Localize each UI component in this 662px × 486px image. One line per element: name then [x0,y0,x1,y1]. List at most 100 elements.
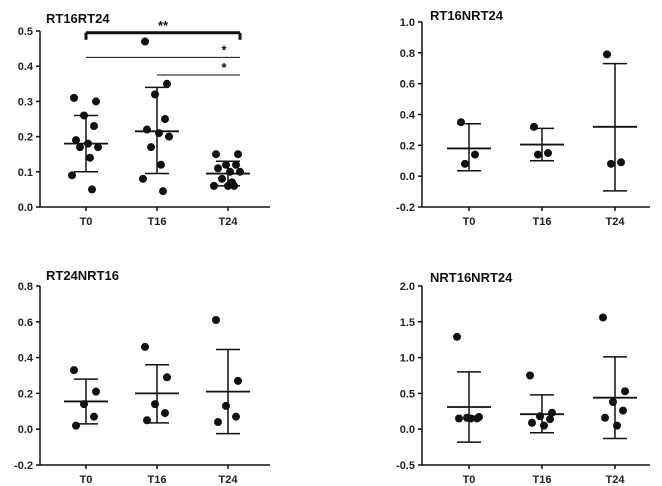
group-t0 [64,93,108,194]
x-tick-label: T16 [148,474,167,486]
data-point [90,122,98,131]
data-point [473,414,481,423]
group-t24 [206,316,250,435]
y-tick-label: 0.8 [400,48,415,60]
significance-bracket: ** [84,18,242,40]
x-tick-label: T24 [606,216,626,228]
data-point [212,316,220,325]
y-tick-label: 0.0 [400,424,415,436]
data-point [534,150,542,159]
data-point [92,97,100,106]
y-tick-label: 1.0 [400,17,415,29]
data-point [210,181,218,190]
data-groups [447,313,637,443]
y-ticks: -0.2 0.0 0.2 0.4 0.6 0.8 1.0 [396,17,422,214]
data-point [157,160,165,169]
data-point [88,185,96,194]
data-point [161,409,169,418]
data-point [141,342,149,351]
y-tick-label: 0.2 [18,388,33,400]
data-point [467,414,475,423]
y-tick-label: 0.2 [400,140,415,152]
panel-rt24nrt16: RT24NRT16 -0.2 0.0 0.2 0.4 0.6 0.8 T0 T16 T24 [14,268,270,486]
data-point [161,115,169,123]
data-point [461,159,469,168]
data-point [230,181,238,190]
data-point [70,93,78,102]
data-point [609,397,617,406]
group-t16 [135,342,179,425]
significance-label: * [221,42,227,57]
significance-label: * [221,60,227,75]
data-point [212,150,220,159]
y-tick-label: 0.6 [18,317,33,329]
group-t24 [593,50,637,192]
panel-rt16rt24: RT16RT24 0.00.10.20.30.40.5 T0 T16 T24 ***… [18,11,270,228]
data-point [80,111,88,120]
y-ticks: -0.5 0.0 0.5 1.0 1.5 2.0 [396,281,422,472]
data-point [232,160,240,169]
data-point [619,406,627,415]
data-point [617,158,625,167]
group-t16 [520,122,564,162]
panel-rt16nrt24: RT16NRT24 -0.2 0.0 0.2 0.4 0.6 0.8 1.0 T0 T16 T2… [396,8,650,228]
x-tick-label: T24 [606,474,626,486]
data-point [70,366,78,375]
data-point [218,174,226,183]
group-t0 [64,366,108,430]
data-point [141,37,149,46]
data-point [147,143,155,152]
data-point [163,373,171,382]
group-t16 [135,37,179,196]
x-tick-label: T0 [80,216,93,228]
y-tick-label: 0.8 [18,281,33,293]
y-ticks: -0.2 0.0 0.2 0.4 0.6 0.8 [14,281,40,472]
data-point [471,150,479,159]
y-tick-label: -0.2 [14,460,33,472]
y-tick-label: 0.2 [18,132,33,144]
data-point [232,412,240,421]
data-point [214,418,222,427]
y-tick-label: -0.5 [396,460,415,472]
y-tick-label: 1.5 [400,317,415,329]
x-ticks: T0 T16 T24 [463,465,626,486]
data-point [226,167,234,176]
x-tick-label: T0 [80,474,93,486]
data-point [151,90,159,99]
data-point [222,160,230,169]
panel-nrt16nrt24: NRT16NRT24 -0.5 0.0 0.5 1.0 1.5 2.0 T0 T16 T24 [396,270,650,486]
x-tick-label: T16 [148,216,167,228]
data-point [139,174,147,183]
x-ticks: T0 T16 T24 [80,207,238,228]
data-point [143,125,151,134]
panel-title: NRT16NRT24 [430,270,513,285]
data-point [163,79,171,88]
y-tick-label: 0.0 [18,424,33,436]
y-tick-label: 0.5 [400,388,415,400]
x-ticks: T0 T16 T24 [463,207,626,228]
data-point [453,332,461,341]
y-tick-label: 0.0 [18,202,33,214]
data-point [546,415,554,424]
y-tick-label: 0.4 [400,110,416,122]
data-point [86,153,94,162]
data-point [455,414,463,423]
x-tick-label: T16 [533,474,552,486]
data-point [544,149,552,158]
y-tick-label: 0.5 [18,26,33,38]
significance-bracket: * [157,60,240,76]
y-tick-label: 1.0 [400,353,415,365]
data-point [222,401,230,410]
data-point [457,118,465,127]
data-point [214,164,222,173]
data-point [236,167,244,176]
data-point [234,150,242,159]
data-point [76,143,84,152]
y-tick-label: 0.6 [400,79,415,91]
data-point [599,313,607,322]
data-point [613,421,621,430]
x-tick-label: T24 [219,474,239,486]
data-point [528,418,536,427]
data-point [530,122,538,131]
